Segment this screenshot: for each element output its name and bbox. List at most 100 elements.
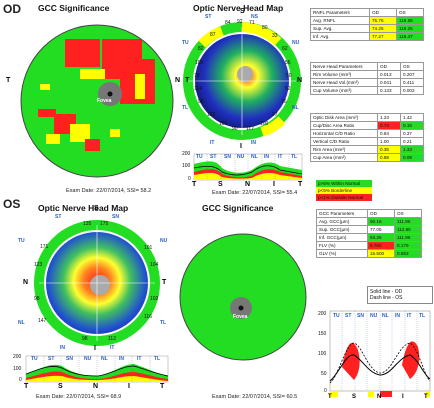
gcc-header-os: OS — [394, 209, 422, 218]
os-gcc-map[interactable] — [178, 213, 308, 393]
disc-row-label: Optic Disk Area (mm²) — [310, 113, 378, 122]
compare-sector: ST — [345, 313, 352, 319]
od-sector-ns: NS — [251, 14, 258, 20]
od-ring-value: 114 — [194, 86, 202, 92]
legend-dash-line: Dash line - OS — [370, 295, 403, 301]
gcc-row-os: 111.99 — [394, 217, 422, 226]
gcc-parameters-table: GCC Parameters OD OS Avg. GCC(µm) 90.16 … — [316, 209, 422, 258]
disc-row-od: 0.84 — [377, 129, 401, 138]
compare-ytick: 200 — [318, 311, 327, 317]
os-tsnit-axis: T — [24, 383, 29, 390]
gcc-row-od: 77.05 — [367, 225, 395, 234]
disc-parameters-table: Optic Disk Area (mm²) 1.23 1.42 Cup/Disc… — [310, 113, 424, 162]
os-tsnit-sector: ST — [48, 356, 55, 362]
od-sector-st: ST — [205, 14, 212, 20]
od-ring-value: 50 — [286, 73, 292, 79]
compare-sector: NU — [370, 313, 378, 319]
os-eye-label: OS — [3, 197, 21, 211]
od-gcc-map[interactable] — [10, 14, 185, 189]
disc-row-label: Vertical C/D Ratio — [310, 137, 378, 146]
compare-sector: TL — [419, 313, 426, 319]
od-onh-i: I — [240, 143, 242, 150]
gcc-row-os: 0.179 — [394, 241, 422, 250]
os-tsnit-ytick: 100 — [13, 366, 22, 372]
nh-row-label: Cup Volume (mm³) — [310, 86, 378, 95]
gcc-row-od: 15.500 — [367, 249, 395, 258]
rnfl-header-os: OS — [396, 8, 424, 17]
gcc-row-os: 111.96 — [394, 233, 422, 242]
od-tsnit-sector: IN — [264, 154, 269, 160]
os-gcc-title: GCC Significance — [202, 203, 274, 213]
compare-sector: NL — [382, 313, 389, 319]
os-onh-title: Optic Nerve Head Map — [38, 203, 129, 213]
od-sector-tu: TU — [182, 40, 189, 46]
od-ring-value: 90 — [232, 126, 238, 132]
rnfl-parameters-table: RNFL Parameters OD OS Avg. RNFL 75.76 11… — [310, 8, 424, 41]
os-ring-value: 104 — [150, 262, 159, 268]
od-ring-value: 71 — [249, 20, 255, 26]
od-tsnit-axis: N — [245, 181, 251, 188]
os-ring-value: 175 — [100, 221, 109, 227]
od-tsnit-sector: TL — [291, 154, 298, 160]
od-ring-value: 84 — [225, 20, 231, 26]
od-ring-value: 33 — [272, 33, 278, 39]
nh-row-label: Nerve Head Vol.(mm³) — [310, 78, 378, 87]
od-tsnit-ytick: 200 — [182, 151, 191, 157]
disc-row-label: Rim Area (mm²) — [310, 145, 378, 154]
od-tsnit-ytick: 0 — [188, 176, 191, 182]
line-style-legend: Solid line - OD Dash line - OS — [367, 286, 433, 304]
os-gcc-exam-date: Exam Date: 22/07/2014, SSI= 60.5 — [212, 394, 298, 400]
od-gcc-exam-date: Exam Date: 22/07/2014, SSI= 58.2 — [66, 188, 152, 194]
od-ring-value: 112 — [207, 112, 215, 118]
od-onh-n: N — [297, 77, 303, 84]
compare-sector: IN — [395, 313, 400, 319]
gcc-row-label: GLV (%) — [316, 249, 368, 258]
os-ring-value: 101 — [144, 245, 153, 251]
os-ring-value: 112 — [108, 336, 116, 342]
od-ring-value: 105 — [195, 60, 204, 66]
os-sector-tl: TL — [160, 320, 167, 326]
compare-axis: I — [402, 394, 404, 400]
rnfl-row-os: 116.56 — [396, 16, 424, 25]
od-ring-value: 98 — [198, 99, 204, 105]
od-tsnit-sector: ST — [210, 154, 217, 160]
rnfl-row-od: 77.27 — [369, 32, 397, 41]
legend-borderline: p<5% Borderline — [316, 187, 372, 194]
os-onh-i: I — [94, 345, 96, 352]
gcc-row-os: 0.683 — [394, 249, 422, 258]
compare-ytick: 50 — [321, 371, 327, 377]
od-eye-label: OD — [3, 2, 21, 16]
gcc-row-od: 90.16 — [367, 217, 395, 226]
od-gcc-temporal: T — [6, 77, 11, 84]
gcc-header-od: OD — [367, 209, 395, 218]
legend-outside: p<1% Outside Normal — [316, 194, 372, 201]
nh-row-os: 0.002 — [400, 86, 424, 95]
nh-row-od: 0.013 — [377, 70, 401, 79]
os-sector-nu: NU — [160, 238, 168, 244]
od-fovea-label: Fovea — [97, 98, 112, 104]
disc-row-label: Cup Area (mm²) — [310, 153, 378, 162]
rnfl-row-label: Inf. Avg. — [310, 32, 370, 41]
od-ring-value: 80 — [262, 25, 268, 31]
comparison-tsnit-chart[interactable] — [318, 305, 432, 403]
disc-row-os: 1.33 — [400, 145, 424, 154]
os-sector-sn: SN — [112, 214, 119, 220]
os-tsnit-sector: SN — [66, 356, 73, 362]
nh-row-os: 0.207 — [400, 70, 424, 79]
compare-ytick: 150 — [318, 331, 327, 337]
od-onh-title: Optic Nerve Head Map — [193, 3, 284, 13]
os-tsnit-chart[interactable] — [12, 354, 172, 394]
os-onh-map[interactable] — [30, 213, 165, 353]
od-tsnit-chart[interactable] — [180, 150, 305, 190]
od-tsnit-sector: SN — [224, 154, 231, 160]
od-onh-map[interactable] — [182, 12, 302, 150]
rnfl-row-os: 116.25 — [396, 24, 424, 33]
nh-row-label: Rim Volume (mm³) — [310, 70, 378, 79]
disc-row-od: 0.35 — [377, 145, 401, 154]
compare-sector: IT — [407, 313, 412, 319]
os-tsnit-axis: N — [93, 383, 99, 390]
disc-row-od: 0.73 — [377, 121, 401, 130]
compare-axis: N — [377, 394, 382, 400]
od-gcc-nasal: N — [175, 77, 181, 84]
od-ring-value: 62 — [282, 46, 288, 52]
